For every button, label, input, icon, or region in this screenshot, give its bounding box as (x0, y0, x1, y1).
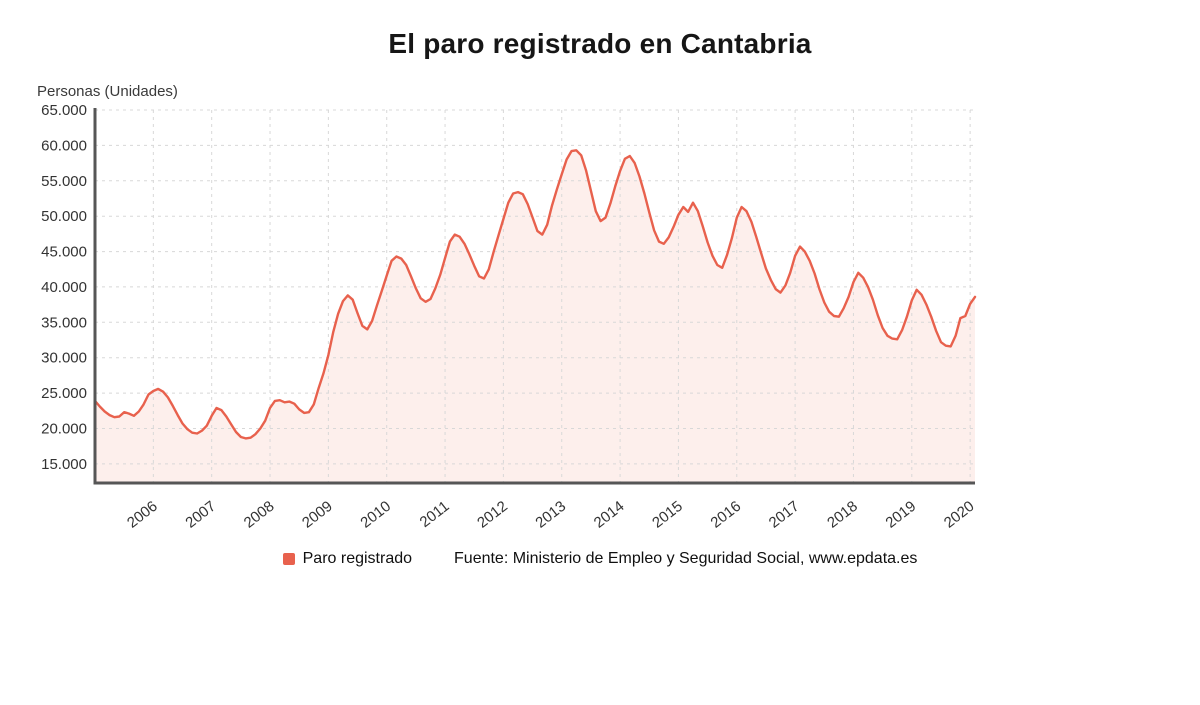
y-tick-label: 35.000 (41, 314, 87, 331)
x-tick-label: 2010 (357, 498, 394, 532)
legend-marker-icon (282, 553, 295, 565)
x-tick-label: 2011 (417, 498, 453, 531)
legend-item-paro-registrado[interactable]: Paro registrado (282, 550, 413, 568)
x-tick-label: 2016 (707, 498, 744, 532)
source-text: Fuente: Ministerio de Empleo y Seguridad… (454, 550, 918, 567)
y-tick-label: 40.000 (41, 279, 87, 296)
y-tick-label: 25.000 (41, 385, 87, 402)
x-tick-label: 2015 (649, 498, 686, 532)
x-tick-label: 2006 (124, 498, 161, 532)
chart-title: El paro registrado en Cantabria (388, 28, 812, 59)
x-tick-label: 2009 (299, 498, 336, 532)
x-tick-label: 2008 (241, 498, 278, 532)
x-tick-label: 2019 (882, 498, 919, 532)
y-tick-label: 45.000 (41, 244, 87, 261)
x-tick-label: 2017 (766, 498, 803, 532)
x-tick-label: 2020 (941, 498, 978, 532)
y-tick-label: 30.000 (41, 350, 87, 367)
x-tick-label: 2007 (182, 498, 219, 532)
y-tick-label: 50.000 (41, 208, 87, 225)
x-tick-label: 2014 (591, 498, 628, 532)
series-line-paro-registrado (93, 149, 977, 440)
y-tick-label: 15.000 (41, 456, 87, 473)
unemployment-line-chart: 15.000 20.000 25.000 30.000 35.000 40.000 45.0… (41, 102, 978, 532)
x-tick-label: 2012 (474, 498, 511, 532)
y-tick-label: 20.000 (41, 421, 87, 438)
x-tick-label: 2013 (532, 498, 569, 532)
y-tick-label: 65.000 (41, 102, 87, 119)
legend-row: Paro registrado Fuente: Ministerio de Em… (0, 550, 1200, 568)
legend-label: Paro registrado (302, 550, 413, 567)
y-tick-label: 60.000 (41, 137, 87, 154)
y-tick-label: 55.000 (41, 173, 87, 190)
series-area-paro-registrado (95, 150, 975, 484)
x-tick-label: 2018 (824, 498, 861, 532)
y-axis-title: Personas (Unidades) (37, 83, 178, 100)
